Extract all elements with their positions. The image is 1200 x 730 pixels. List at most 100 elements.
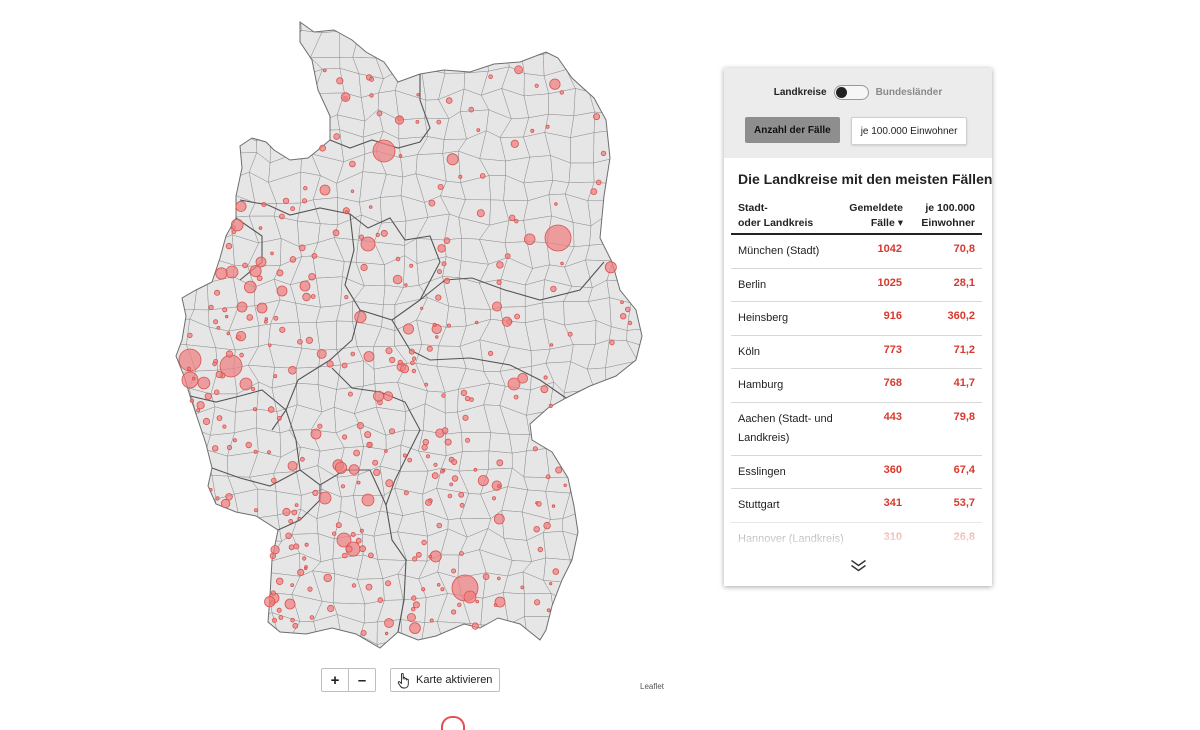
case-bubble[interactable] xyxy=(373,390,385,402)
double-chevron-down-icon[interactable] xyxy=(850,559,867,573)
district-shape[interactable] xyxy=(654,282,660,308)
district-shape[interactable] xyxy=(504,220,528,243)
district-shape[interactable] xyxy=(585,430,616,452)
germany-map[interactable] xyxy=(170,14,660,664)
district-shape[interactable] xyxy=(606,572,639,604)
district-shape[interactable] xyxy=(190,26,216,53)
district-shape[interactable] xyxy=(209,152,239,181)
district-shape[interactable] xyxy=(254,88,278,119)
case-bubble[interactable] xyxy=(422,438,429,446)
district-shape[interactable] xyxy=(626,302,657,331)
district-shape[interactable] xyxy=(257,488,278,519)
district-shape[interactable] xyxy=(630,193,655,223)
district-shape[interactable] xyxy=(359,663,385,664)
case-bubble[interactable] xyxy=(359,545,367,553)
district-shape[interactable] xyxy=(631,423,655,456)
case-bubble[interactable] xyxy=(290,617,295,623)
district-shape[interactable] xyxy=(647,342,660,364)
zoom-out-button[interactable]: – xyxy=(348,669,375,691)
district-shape[interactable] xyxy=(226,620,253,645)
district-shape[interactable] xyxy=(500,14,523,31)
district-shape[interactable] xyxy=(608,213,636,244)
district-shape[interactable] xyxy=(652,14,660,36)
district-shape[interactable] xyxy=(562,432,589,452)
case-bubble[interactable] xyxy=(189,398,195,403)
case-bubble[interactable] xyxy=(252,407,257,412)
district-shape[interactable] xyxy=(251,27,277,58)
case-bubble[interactable] xyxy=(546,608,551,613)
district-shape[interactable] xyxy=(595,663,618,664)
case-bubble[interactable] xyxy=(225,350,233,358)
case-bubble[interactable] xyxy=(354,310,367,324)
case-bubble[interactable] xyxy=(270,477,277,484)
case-bubble[interactable] xyxy=(425,454,431,459)
case-bubble[interactable] xyxy=(514,218,519,224)
district-shape[interactable] xyxy=(188,48,216,75)
district-shape[interactable] xyxy=(589,14,607,37)
case-bubble[interactable] xyxy=(244,280,257,294)
case-bubble[interactable] xyxy=(457,602,462,607)
case-bubble[interactable] xyxy=(408,348,415,355)
district-shape[interactable] xyxy=(422,14,446,30)
case-bubble[interactable] xyxy=(271,617,277,623)
district-shape[interactable] xyxy=(270,77,299,97)
case-bubble[interactable] xyxy=(225,242,233,250)
district-shape[interactable] xyxy=(573,88,596,117)
district-shape[interactable] xyxy=(210,617,238,645)
case-bubble[interactable] xyxy=(264,317,268,321)
district-shape[interactable] xyxy=(521,635,548,664)
case-bubble[interactable] xyxy=(361,493,375,507)
case-bubble[interactable] xyxy=(291,509,298,516)
header-name[interactable]: Stadt- oder Landkreis xyxy=(738,201,813,231)
per-capita-button[interactable]: je 100.000 Einwohner xyxy=(850,117,968,145)
district-shape[interactable] xyxy=(604,507,634,541)
case-bubble[interactable] xyxy=(284,598,296,610)
case-bubble[interactable] xyxy=(242,262,248,269)
case-bubble[interactable] xyxy=(353,449,361,457)
district-shape[interactable] xyxy=(187,237,216,260)
district-shape[interactable] xyxy=(189,219,215,243)
district-shape[interactable] xyxy=(649,576,660,598)
district-shape[interactable] xyxy=(605,532,637,563)
district-shape[interactable] xyxy=(650,452,660,478)
table-body[interactable]: München (Stadt) 1042 70,8 Berlin 1025 28,1 H… xyxy=(731,235,982,573)
case-bubble[interactable] xyxy=(595,179,602,186)
case-bubble[interactable] xyxy=(482,573,490,580)
case-bubble[interactable] xyxy=(273,315,279,321)
case-bubble[interactable] xyxy=(389,356,396,364)
case-bubble[interactable] xyxy=(288,365,297,375)
case-bubble[interactable] xyxy=(504,253,511,260)
case-bubble[interactable] xyxy=(287,460,298,471)
district-shape[interactable] xyxy=(631,497,655,514)
case-bubble[interactable] xyxy=(225,493,233,501)
case-bubble[interactable] xyxy=(473,467,478,472)
district-shape[interactable] xyxy=(279,657,299,664)
district-shape[interactable] xyxy=(170,423,196,454)
district-shape[interactable] xyxy=(247,557,272,582)
case-bubble[interactable] xyxy=(302,556,307,561)
case-bubble[interactable] xyxy=(282,507,291,517)
case-bubble[interactable] xyxy=(276,269,284,277)
case-bubble[interactable] xyxy=(204,392,212,400)
case-bubble[interactable] xyxy=(367,552,374,559)
district-shape[interactable] xyxy=(184,160,216,177)
case-bubble[interactable] xyxy=(398,154,403,158)
district-shape[interactable] xyxy=(170,570,189,603)
district-shape[interactable] xyxy=(613,129,637,159)
case-bubble[interactable] xyxy=(276,285,288,297)
case-bubble[interactable] xyxy=(421,539,427,546)
case-bubble[interactable] xyxy=(311,252,318,259)
case-bubble[interactable] xyxy=(493,513,505,525)
district-shape[interactable] xyxy=(233,579,259,602)
district-shape[interactable] xyxy=(467,14,484,37)
district-shape[interactable] xyxy=(270,88,300,121)
district-shape[interactable] xyxy=(174,130,197,162)
district-shape[interactable] xyxy=(630,237,653,269)
case-bubble[interactable] xyxy=(256,275,263,282)
case-bubble[interactable] xyxy=(436,522,443,529)
case-bubble[interactable] xyxy=(298,244,306,252)
district-shape[interactable] xyxy=(588,638,617,664)
toggle-label-landkreise[interactable]: Landkreise xyxy=(773,87,827,98)
district-shape[interactable] xyxy=(340,663,364,664)
case-bubble[interactable] xyxy=(451,568,457,574)
